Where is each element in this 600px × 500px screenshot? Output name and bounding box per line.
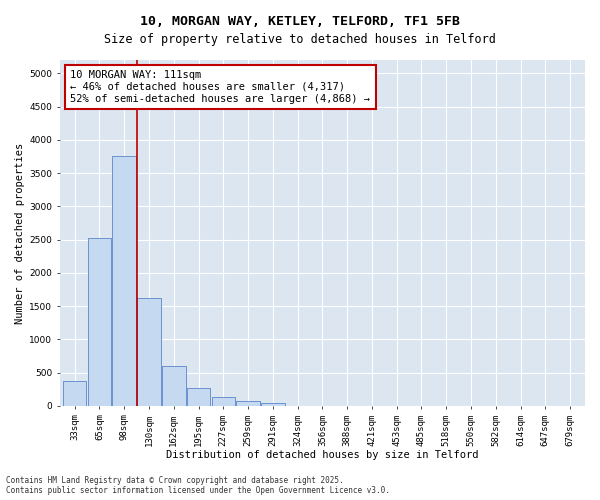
Bar (187, 388, 211, 406)
Bar (112, 156, 136, 406)
Text: Size of property relative to detached houses in Telford: Size of property relative to detached ho… (104, 32, 496, 46)
Bar (212, 398, 235, 406)
Bar (88, 238, 111, 406)
Bar (63, 380, 86, 406)
X-axis label: Distribution of detached houses by size in Telford: Distribution of detached houses by size … (166, 450, 479, 460)
Bar (137, 298, 161, 406)
Y-axis label: Number of detached properties: Number of detached properties (15, 142, 25, 324)
Bar (236, 402, 260, 406)
Text: 10, MORGAN WAY, KETLEY, TELFORD, TF1 5FB: 10, MORGAN WAY, KETLEY, TELFORD, TF1 5FB (140, 15, 460, 28)
Bar (261, 404, 284, 406)
Text: Contains HM Land Registry data © Crown copyright and database right 2025.
Contai: Contains HM Land Registry data © Crown c… (6, 476, 390, 495)
Text: 10 MORGAN WAY: 111sqm
← 46% of detached houses are smaller (4,317)
52% of semi-d: 10 MORGAN WAY: 111sqm ← 46% of detached … (70, 70, 370, 104)
Bar (162, 366, 185, 406)
